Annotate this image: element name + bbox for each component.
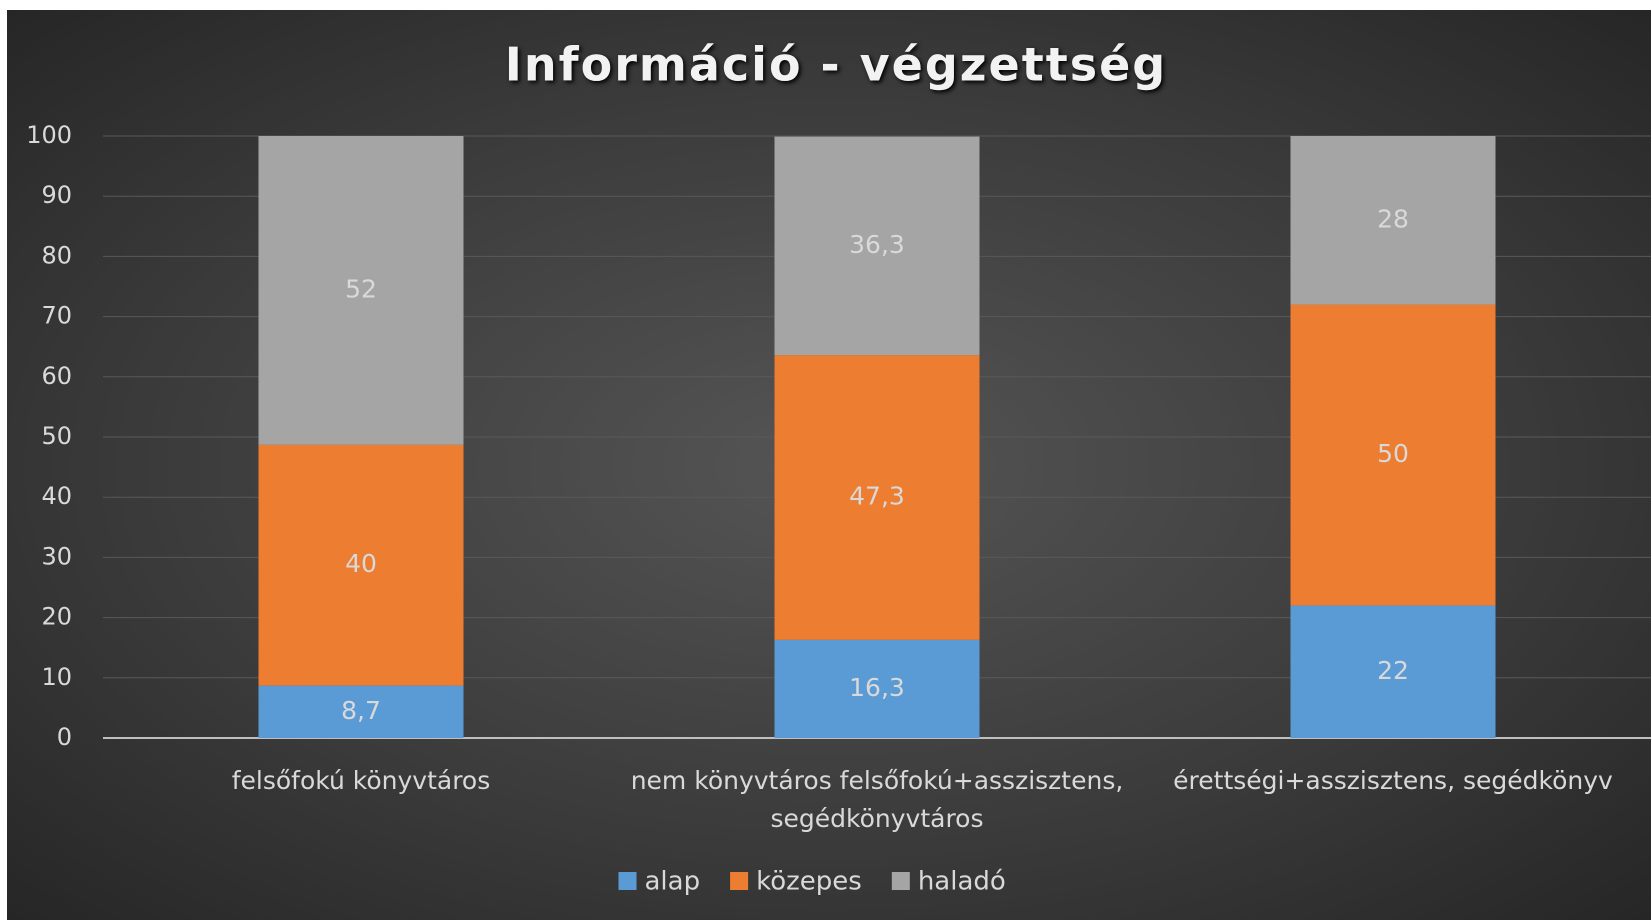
data-label: 8,7 — [341, 696, 381, 725]
x-tick-label: nem könyvtáros felsőfokú+asszisztens, se… — [630, 766, 1124, 833]
x-tick-label: felsőfokú könyvtáros — [231, 766, 491, 795]
data-label: 36,3 — [849, 230, 905, 259]
bar-segment — [1290, 304, 1496, 606]
bars — [258, 136, 1496, 738]
bar-segment — [258, 444, 464, 686]
y-tick-label: 90 — [41, 181, 72, 209]
data-label: 16,3 — [849, 673, 905, 702]
data-label: 28 — [1377, 204, 1409, 233]
bar-segment — [1290, 136, 1496, 305]
y-tick-label: 0 — [57, 723, 72, 751]
bar-segment — [774, 639, 980, 738]
bar-segment — [774, 355, 980, 640]
data-label: 47,3 — [849, 482, 905, 511]
legend-label: alap — [645, 867, 701, 897]
bar-segment — [774, 136, 980, 356]
x-tick-label: érettségi+asszisztens, segédkönyv — [1173, 766, 1613, 795]
legend-swatch — [730, 872, 749, 890]
y-tick-label: 50 — [41, 422, 72, 450]
y-tick-label: 60 — [41, 362, 72, 390]
bar-segment — [258, 685, 464, 738]
y-tick-label: 30 — [41, 542, 72, 570]
y-tick-label: 10 — [41, 663, 72, 691]
y-tick-label: 80 — [41, 241, 72, 269]
bar-segment — [258, 136, 464, 445]
data-label: 40 — [345, 549, 377, 578]
legend-label: haladó — [918, 867, 1006, 897]
legend-swatch — [618, 872, 637, 890]
y-tick-label: 40 — [41, 482, 72, 510]
y-tick-label: 20 — [41, 603, 72, 631]
data-label: 22 — [1377, 656, 1409, 685]
y-tick-label: 70 — [41, 302, 72, 330]
legend-label: közepes — [756, 867, 862, 897]
bar-segment — [1290, 605, 1496, 738]
legend-swatch — [891, 872, 910, 890]
chart-title: Információ - végzettség — [505, 38, 1167, 92]
data-label: 50 — [1377, 439, 1409, 468]
y-tick-label: 100 — [26, 121, 72, 149]
data-label: 52 — [345, 274, 377, 303]
